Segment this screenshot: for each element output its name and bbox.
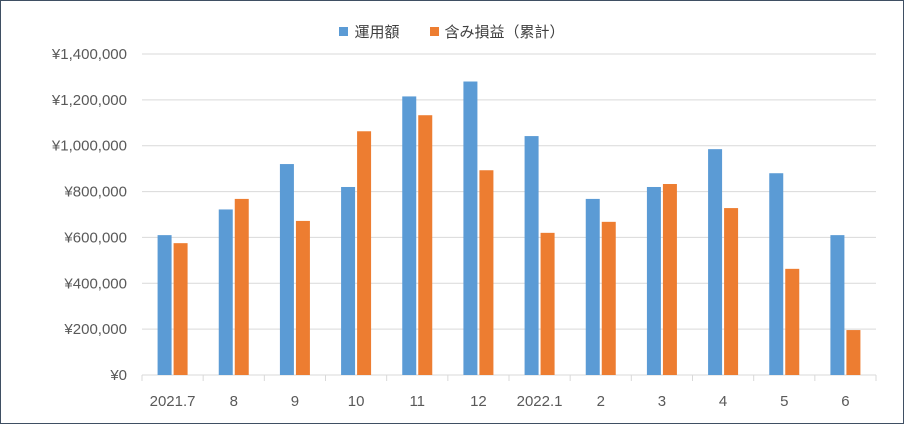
bar-series-1 [357,131,372,375]
x-tick-label: 3 [658,393,666,410]
bar-series-1 [295,220,310,375]
x-tick-label: 4 [719,393,727,410]
x-tick-label: 10 [348,393,365,410]
bar-series-0 [769,173,784,375]
bar-series-1 [540,232,555,375]
y-tick-label: ¥1,000,000 [51,138,127,155]
legend-item-series-1: 含み損益（累計） [429,21,565,42]
legend: 運用額 含み損益（累計） [1,21,903,42]
y-tick-label: ¥800,000 [63,184,127,201]
bar-series-1 [601,221,616,375]
bar-series-1 [418,115,433,375]
bar-series-1 [785,268,800,375]
bar-series-1 [234,198,249,375]
y-tick-label: ¥400,000 [63,275,127,292]
x-tick-label: 2021.7 [150,393,196,410]
y-tick-label: ¥600,000 [63,229,127,246]
bar-series-0 [341,186,356,375]
bar-series-0 [402,96,417,376]
legend-label-series-1: 含み損益（累計） [444,23,565,41]
x-tick-label: 12 [470,393,487,410]
bar-series-0 [157,235,172,375]
x-tick-label: 6 [841,393,849,410]
x-tick-label: 8 [230,393,238,410]
x-tick-label: 5 [780,393,788,410]
bar-series-1 [846,330,861,375]
y-tick-label: ¥1,200,000 [51,92,127,109]
bar-series-1 [662,184,677,375]
x-tick-label: 2 [597,393,605,410]
legend-swatch-series-0 [339,27,349,36]
bar-series-1 [479,170,494,375]
bar-series-1 [173,243,188,375]
bar-series-0 [279,164,294,375]
x-tick-label: 11 [409,393,425,410]
bar-series-0 [708,149,723,375]
bar-series-0 [585,198,600,375]
bar-series-0 [830,235,845,375]
bar-series-0 [646,186,661,375]
x-tick-label: 2022.1 [517,393,563,410]
legend-label-series-0: 運用額 [354,23,400,41]
bar-series-0 [463,81,478,375]
bar-series-0 [218,209,233,375]
bar-series-0 [524,136,539,375]
y-tick-label: ¥200,000 [63,321,127,338]
legend-item-series-0: 運用額 [339,21,400,42]
bar-series-1 [724,208,739,375]
y-tick-label: ¥1,400,000 [51,46,127,63]
x-tick-label: 9 [291,393,299,410]
legend-swatch-series-1 [429,27,439,36]
y-tick-label: ¥0 [109,367,127,384]
